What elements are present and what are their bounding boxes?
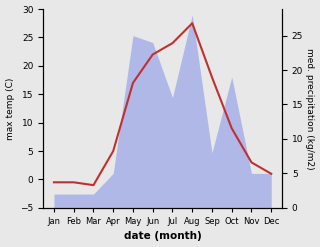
Y-axis label: max temp (C): max temp (C) bbox=[5, 77, 14, 140]
Y-axis label: med. precipitation (kg/m2): med. precipitation (kg/m2) bbox=[306, 48, 315, 169]
X-axis label: date (month): date (month) bbox=[124, 231, 202, 242]
